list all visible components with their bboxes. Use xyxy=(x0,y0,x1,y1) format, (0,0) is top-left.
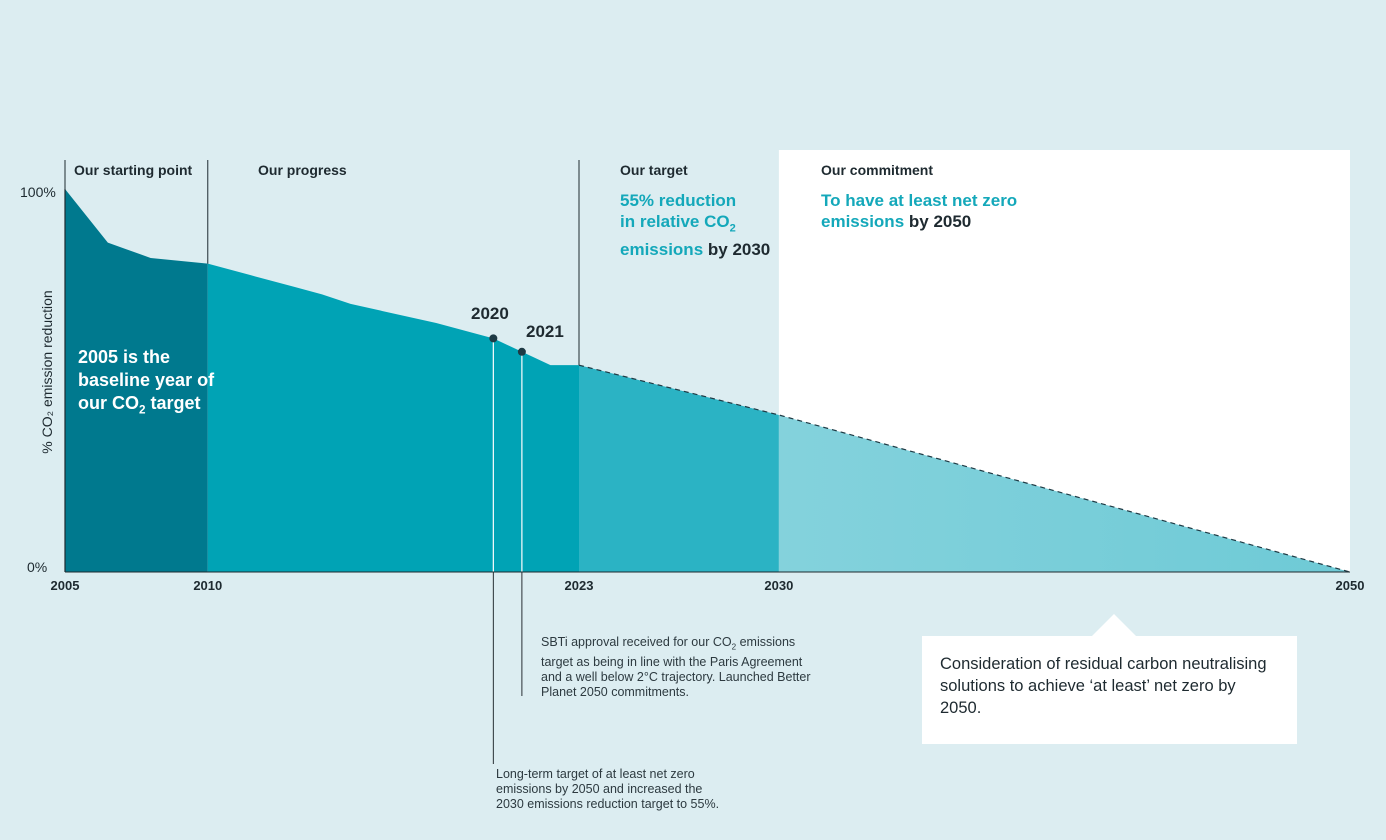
callout-arrow xyxy=(1092,614,1136,636)
phase-label-starting: Our starting point xyxy=(74,162,193,178)
x-tick-label-2030: 2030 xyxy=(764,578,793,593)
area-baseline xyxy=(65,189,208,572)
x-tick-label-2005: 2005 xyxy=(51,578,80,593)
y-tick-label-100: 100% xyxy=(20,184,56,200)
y-axis-label: % CO₂ emission reduction xyxy=(39,290,55,453)
area-progress xyxy=(207,263,579,572)
callout-text: Consideration of residual carbon neutral… xyxy=(940,655,1267,717)
x-tick-label-2050: 2050 xyxy=(1336,578,1365,593)
baseline-note: 2005 is the baseline year of our CO2 tar… xyxy=(78,347,215,417)
target-statement: 55% reduction in relative CO2 emissions … xyxy=(620,191,771,260)
note-2021: SBTi approval received for our CO2 emiss… xyxy=(541,635,811,699)
phase-label-commitment: Our commitment xyxy=(821,162,934,178)
area-target xyxy=(579,365,779,572)
point-label-2021: 2021 xyxy=(526,322,564,341)
note-2020: Long-term target of at least net zero em… xyxy=(496,767,720,811)
y-tick-label-0: 0% xyxy=(27,559,47,575)
phase-label-progress: Our progress xyxy=(258,162,347,178)
point-label-2020: 2020 xyxy=(471,304,509,323)
point-marker-2020 xyxy=(489,334,498,343)
commitment-statement: To have at least net zero emissions by 2… xyxy=(821,191,1018,231)
callout-box: Consideration of residual carbon neutral… xyxy=(922,636,1297,744)
phase-label-target: Our target xyxy=(620,162,688,178)
point-marker-2021 xyxy=(517,347,526,356)
x-tick-label-2023: 2023 xyxy=(565,578,594,593)
x-tick-label-2010: 2010 xyxy=(193,578,222,593)
